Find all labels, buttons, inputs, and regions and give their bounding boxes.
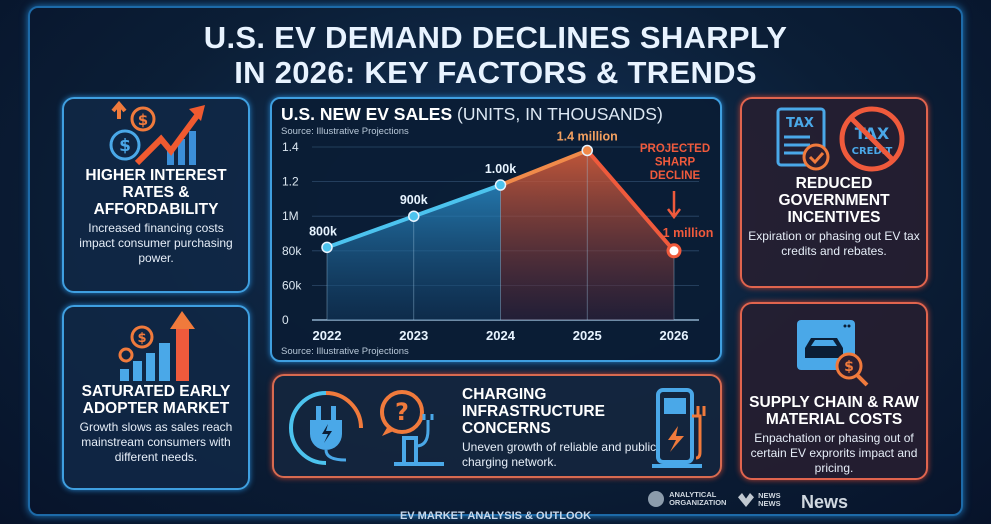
news-logo: News (801, 492, 849, 512)
charging-station-icon (652, 388, 706, 468)
data-label: 1.00k (485, 162, 516, 176)
tax-credit-icons: TAX TAX CREDIT (776, 106, 905, 172)
bar-growth-arrow-icon: $ (118, 311, 195, 381)
data-label: 1 million (663, 226, 714, 240)
card-text: Growth slows as sales reach mainstream c… (79, 420, 233, 464)
data-point (408, 210, 420, 222)
data-point (581, 144, 593, 157)
ev-sales-chart: U.S. NEW EV SALES (UNITS, IN THOUSANDS) … (270, 97, 722, 362)
card-title: SUPPLY CHAIN & RAW MATERIAL COSTS (749, 394, 919, 428)
data-label: 800k (309, 224, 337, 238)
question-charger-icon: ? (380, 390, 444, 466)
series-line-segment (498, 148, 590, 188)
card-supply-chain: $ SUPPLY CHAIN & RAW MATERIAL COSTS Enpa… (740, 302, 928, 480)
annotation-text: DECLINE (650, 170, 701, 182)
logo-org-line1: ANALYTICAL (669, 490, 717, 499)
chart-plot: 0 60k 80k 1M 1.2 1.4 800k 900k 1.00k 1.4 million 1… (282, 129, 714, 343)
card-title: CHARGING INFRASTRUCTURE CONCERNS (462, 386, 605, 437)
chart-title-units: (UNITS, IN THOUSANDS) (457, 104, 663, 124)
no-tax-credit-icon: TAX CREDIT (839, 106, 905, 172)
card-text: Enpachation or phasing out of certain EV… (750, 431, 918, 475)
card-title: REDUCED GOVERNMENT INCENTIVES (778, 175, 890, 226)
data-label: 1.4 million (557, 129, 618, 143)
news-small-line1: NEWS (758, 491, 781, 500)
card-reduced-incentives: TAX TAX CREDIT REDUCED GOVERNMENT INCENT… (740, 97, 928, 288)
card-text: Increased financing costs impact consume… (79, 221, 233, 265)
x-tick-label: 2026 (660, 328, 689, 343)
outer-frame (28, 6, 963, 516)
svg-text:$: $ (844, 359, 854, 375)
page-title: U.S. EV DEMAND DECLINES SHARPLY IN 2026:… (0, 20, 991, 90)
y-tick-label: 1.4 (282, 140, 299, 154)
y-tick-label: 1M (282, 209, 299, 223)
card-text: Expiration or phasing out EV tax credits… (748, 229, 920, 258)
y-tick-label: 1.2 (282, 175, 299, 189)
data-point (666, 243, 682, 259)
plug-icon (289, 391, 363, 465)
y-tick-label: 0 (282, 313, 289, 327)
footer-banner: EV MARKET ANALYSIS & OUTLOOK (399, 510, 592, 522)
annotation-arrow (667, 191, 681, 220)
chart-source-top: Source: Illustrative Projections (281, 126, 409, 137)
card-text: Uneven growth of reliable and public cha… (462, 440, 657, 469)
logo-org-line2: ORGANIZATION (669, 498, 727, 507)
dollar-trend-arrow-icon: $ $ (109, 100, 205, 166)
news-small-line2: NEWS (758, 499, 781, 508)
data-point (494, 179, 507, 191)
svg-text:$: $ (119, 136, 131, 156)
svg-text:CREDIT: CREDIT (852, 146, 893, 157)
x-tick-label: 2025 (573, 328, 602, 343)
x-tick-label: 2024 (486, 328, 516, 343)
data-point (321, 241, 333, 254)
tax-document-icon: TAX (776, 107, 830, 171)
series-line-segment (325, 214, 416, 250)
chart-title-main: U.S. NEW EV SALES (281, 104, 453, 124)
x-tick-label: 2023 (399, 328, 428, 343)
news-peacock-logo: NEWS NEWS (738, 492, 781, 508)
analytical-organization-logo: ANALYTICAL ORGANIZATION (648, 491, 726, 507)
svg-text:TAX: TAX (786, 116, 814, 131)
y-tick-label: 60k (282, 278, 302, 292)
globe-icon (648, 491, 664, 507)
series-line-segment (585, 148, 676, 253)
y-tick-label: 80k (282, 244, 302, 258)
annotation-text: PROJECTED (640, 143, 710, 155)
data-label: 900k (400, 193, 428, 207)
chart-source-bottom: Source: Illustrative Projections (281, 346, 409, 357)
chart-title: U.S. NEW EV SALES (UNITS, IN THOUSANDS) (281, 104, 663, 125)
annotation-text: SHARP (655, 157, 696, 169)
svg-text:$: $ (138, 111, 148, 129)
peacock-icon (738, 493, 754, 507)
svg-text:?: ? (395, 398, 409, 426)
title-line-1: U.S. EV DEMAND DECLINES SHARPLY (203, 20, 788, 55)
card-charging-infrastructure: ? CHARGING INFRASTRUCTURE CONCERNS Uneve… (272, 374, 722, 478)
car-price-search-icon: $ (797, 320, 869, 387)
card-saturated-market: $ SATURATED EARLY ADOPTER MARKET Growth … (62, 305, 250, 490)
card-higher-interest-rates: $ $ HIGHER INTEREST RATES & AFFORDABILIT… (62, 97, 250, 293)
card-title: HIGHER INTEREST RATES & AFFORDABILITY (85, 167, 227, 218)
svg-text:$: $ (137, 331, 146, 346)
x-tick-label: 2022 (313, 328, 342, 343)
series-line-segment (411, 183, 503, 219)
card-title: SATURATED EARLY ADOPTER MARKET (81, 383, 231, 417)
title-line-2: IN 2026: KEY FACTORS & TRENDS (234, 55, 757, 90)
